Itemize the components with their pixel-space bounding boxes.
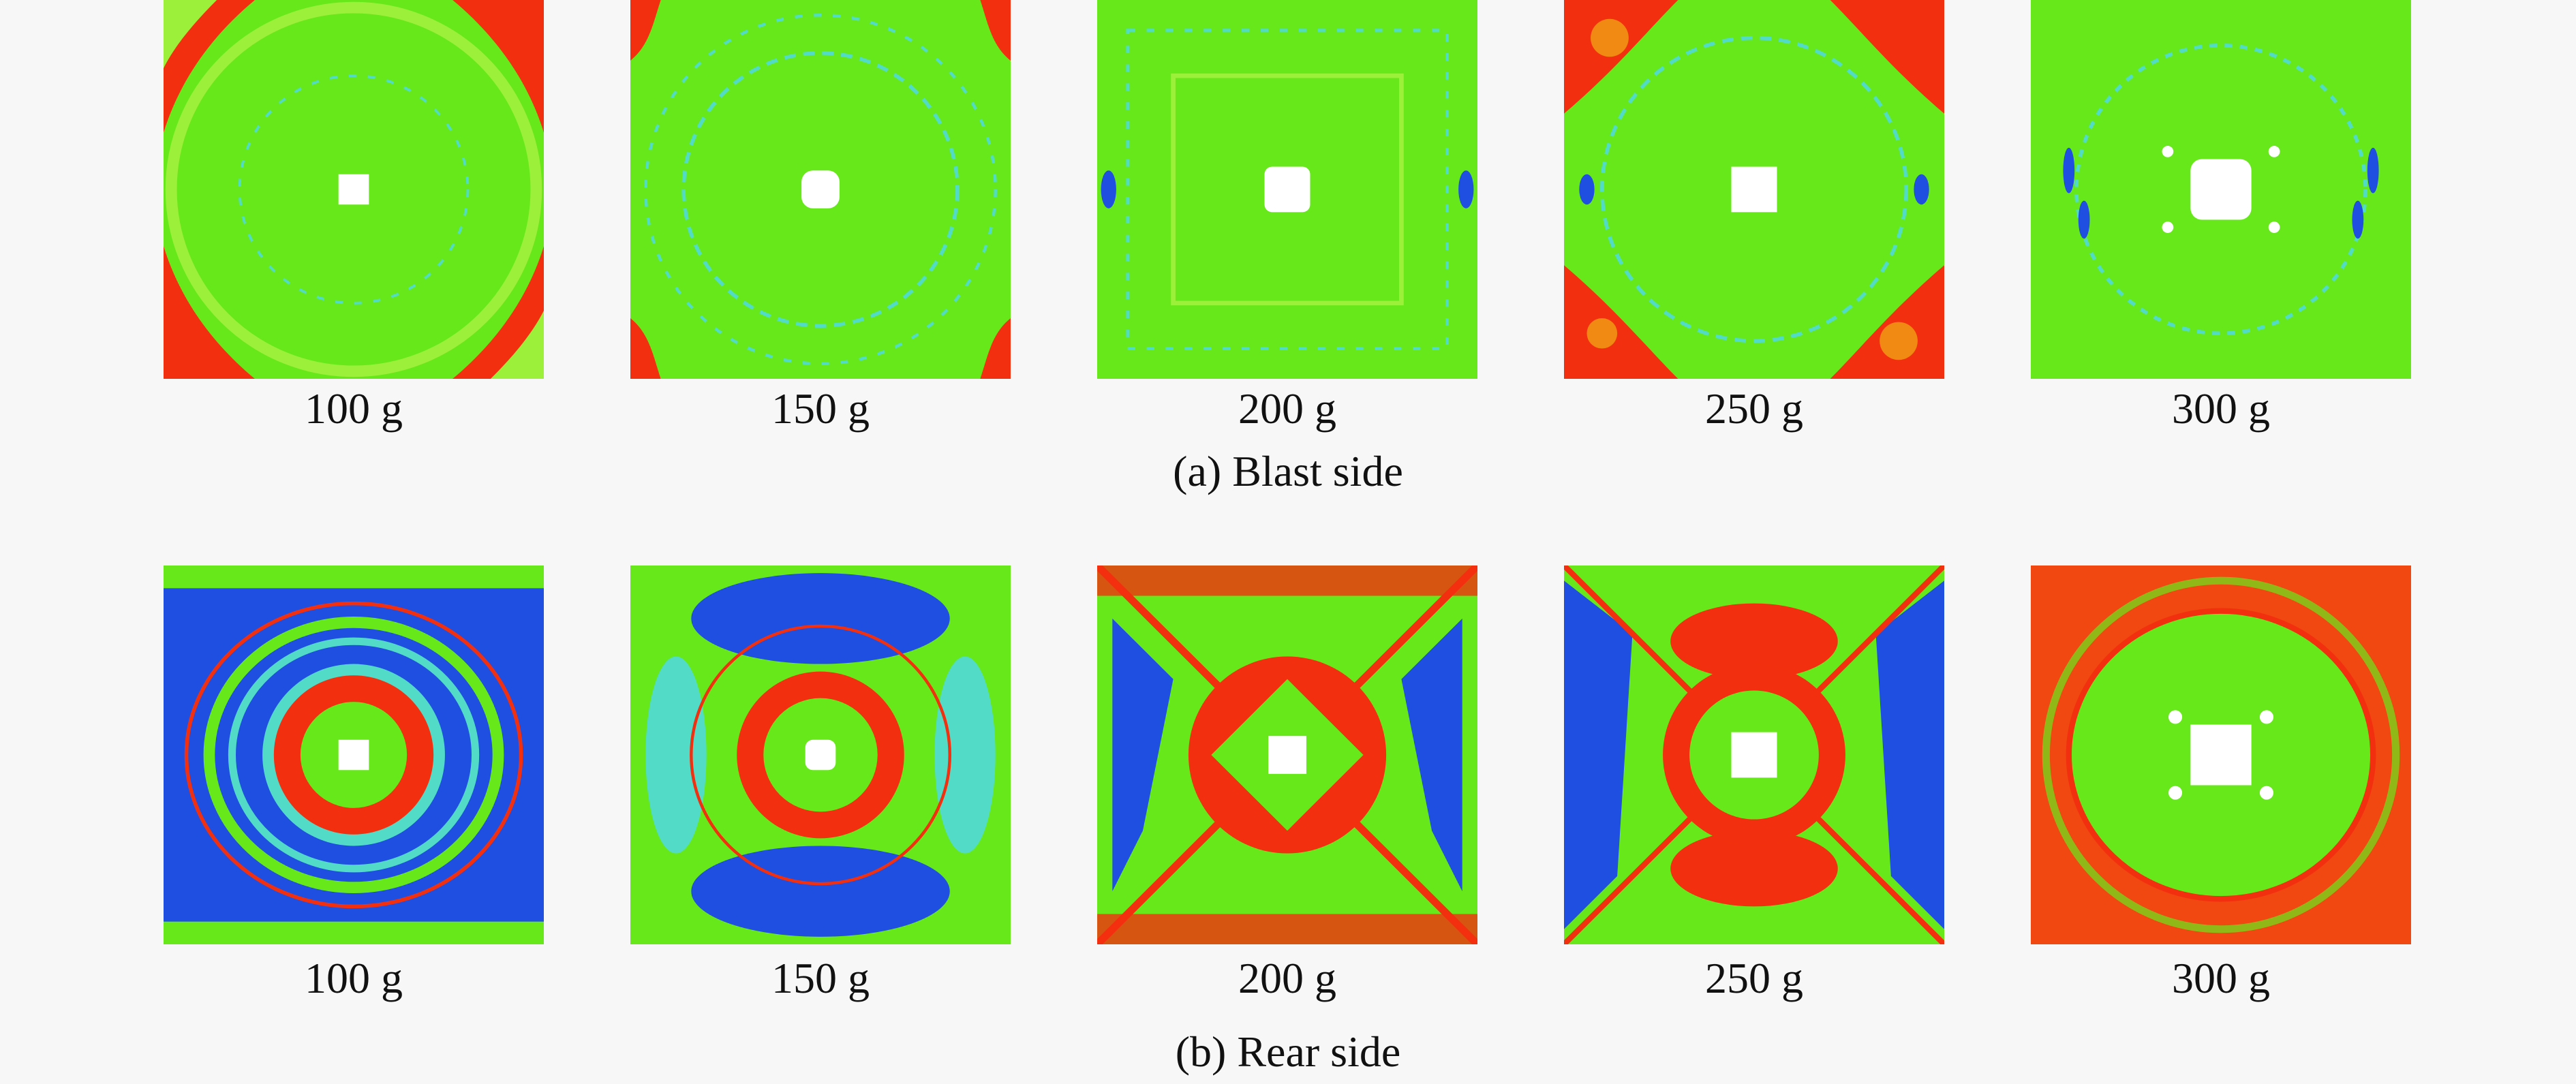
rear-side-100g-contour — [164, 566, 544, 944]
blast-side-250g-label: 250 g — [1705, 384, 1803, 433]
blast-side-150g-contour — [630, 0, 1011, 379]
blast-side-300g-label: 300 g — [2172, 384, 2270, 433]
blast-side-300g-contour — [2031, 0, 2411, 379]
rear-side-caption: (b) Rear side — [1175, 1027, 1401, 1076]
blast-side-200g-label: 200 g — [1238, 384, 1336, 433]
blast-side-100g-contour — [164, 0, 544, 379]
blast-side-250g-contour — [1564, 0, 1944, 379]
rear-side-300g-contour — [2031, 566, 2411, 944]
rear-side-300g-label: 300 g — [2172, 954, 2270, 1002]
rear-side-250g-contour — [1564, 566, 1944, 944]
blast-side-200g-contour — [1097, 0, 1477, 379]
blast-side-caption: (a) Blast side — [1173, 447, 1403, 495]
rear-side-250g-label: 250 g — [1705, 954, 1803, 1002]
blast-side-150g-label: 150 g — [771, 384, 870, 433]
rear-side-100g-label: 100 g — [305, 954, 403, 1002]
rear-side-200g-contour — [1097, 566, 1477, 944]
rear-side-150g-contour — [630, 566, 1011, 944]
rear-side-200g-label: 200 g — [1238, 954, 1336, 1002]
rear-side-150g-label: 150 g — [771, 954, 870, 1002]
blast-side-100g-label: 100 g — [305, 384, 403, 433]
